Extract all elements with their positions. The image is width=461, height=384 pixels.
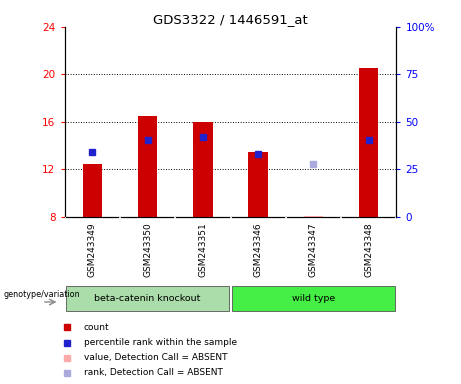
Bar [138,116,157,217]
Text: genotype/variation: genotype/variation [3,290,80,299]
Text: percentile rank within the sample: percentile rank within the sample [84,338,237,347]
Text: GSM243348: GSM243348 [364,222,373,277]
Title: GDS3322 / 1446591_at: GDS3322 / 1446591_at [153,13,308,26]
Text: GSM243351: GSM243351 [198,222,207,277]
Text: wild type: wild type [292,294,335,303]
Text: GSM243346: GSM243346 [254,222,263,277]
Bar [66,286,229,311]
Bar [359,68,378,217]
Text: GSM243347: GSM243347 [309,222,318,277]
Text: GSM243350: GSM243350 [143,222,152,277]
Bar [304,216,323,217]
Bar [248,152,268,217]
Bar [83,164,102,217]
Bar [193,122,213,217]
Bar [232,286,395,311]
Text: GSM243349: GSM243349 [88,222,97,277]
Text: value, Detection Call = ABSENT: value, Detection Call = ABSENT [84,353,227,362]
Text: beta-catenin knockout: beta-catenin knockout [95,294,201,303]
Text: rank, Detection Call = ABSENT: rank, Detection Call = ABSENT [84,368,223,377]
Text: count: count [84,323,109,332]
